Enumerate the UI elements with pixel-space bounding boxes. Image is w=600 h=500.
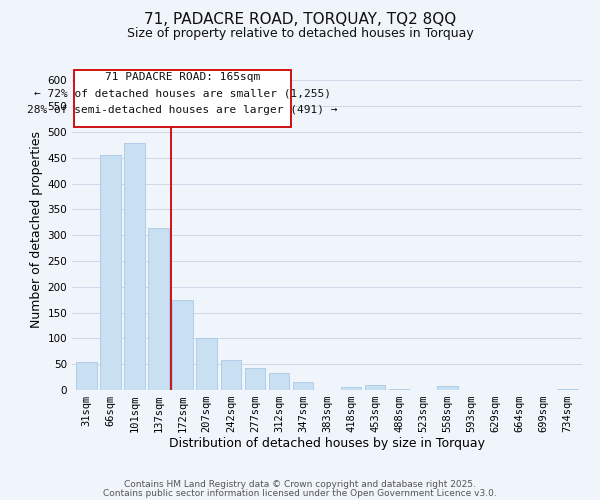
Bar: [557, 389, 578, 390]
Text: 71 PADACRE ROAD: 165sqm: 71 PADACRE ROAD: 165sqm: [105, 72, 260, 83]
Bar: [148, 228, 169, 390]
Bar: [293, 382, 313, 390]
Bar: [76, 362, 97, 390]
Bar: [437, 386, 458, 390]
Y-axis label: Number of detached properties: Number of detached properties: [30, 132, 43, 328]
Bar: [245, 368, 265, 390]
Text: 71, PADACRE ROAD, TORQUAY, TQ2 8QQ: 71, PADACRE ROAD, TORQUAY, TQ2 8QQ: [144, 12, 456, 28]
Bar: [196, 338, 217, 390]
X-axis label: Distribution of detached houses by size in Torquay: Distribution of detached houses by size …: [169, 436, 485, 450]
Text: 28% of semi-detached houses are larger (491) →: 28% of semi-detached houses are larger (…: [28, 104, 338, 115]
Bar: [389, 389, 409, 390]
Text: Size of property relative to detached houses in Torquay: Size of property relative to detached ho…: [127, 28, 473, 40]
Bar: [221, 360, 241, 390]
Text: ← 72% of detached houses are smaller (1,255): ← 72% of detached houses are smaller (1,…: [34, 88, 331, 99]
Bar: [172, 300, 193, 390]
Bar: [100, 155, 121, 390]
Bar: [341, 387, 361, 390]
Text: Contains public sector information licensed under the Open Government Licence v3: Contains public sector information licen…: [103, 488, 497, 498]
Bar: [269, 374, 289, 390]
Bar: [124, 144, 145, 390]
Text: Contains HM Land Registry data © Crown copyright and database right 2025.: Contains HM Land Registry data © Crown c…: [124, 480, 476, 489]
Bar: [365, 386, 385, 390]
